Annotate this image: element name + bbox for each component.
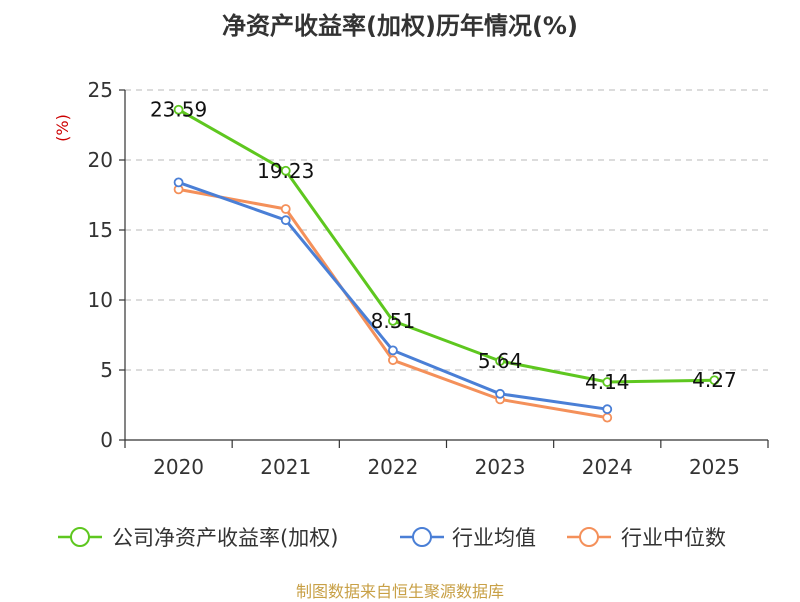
data-label: 4.14	[585, 370, 630, 394]
legend-circle-marker	[412, 527, 432, 547]
data-point	[280, 165, 291, 176]
data-point	[280, 204, 291, 214]
data-point	[388, 315, 398, 326]
data-label-layer: 23.59 19.23 8.51 5.64 4.14 4.27	[150, 98, 737, 394]
chart-title: 净资产收益率(加权)历年情况(%)	[222, 12, 578, 40]
legend-item[interactable]: 行业中位数	[567, 526, 726, 550]
x-tick-label: 2024	[582, 455, 633, 479]
y-tick-label: 5	[100, 358, 113, 382]
x-tick-label: 2021	[260, 455, 311, 479]
grid-layer	[125, 89, 768, 371]
data-point	[388, 355, 398, 366]
series-layer	[173, 104, 720, 423]
legend-circle-marker	[70, 527, 90, 547]
data-label: 4.27	[692, 368, 737, 392]
y-tick-label: 10	[88, 288, 113, 312]
data-point	[709, 375, 720, 386]
legend-label: 行业均值	[452, 526, 536, 550]
data-point	[602, 377, 613, 387]
data-point	[602, 404, 613, 415]
data-point	[280, 215, 291, 226]
x-tick-label: 2022	[367, 455, 418, 479]
data-label: 5.64	[478, 349, 523, 373]
x-tick-label: 2023	[475, 455, 526, 479]
legend-circle-marker	[579, 527, 599, 547]
source-note: 制图数据来自恒生聚源数据库	[295, 582, 504, 601]
data-label: 8.51	[371, 309, 416, 333]
series-line-0	[177, 108, 715, 384]
data-point	[495, 356, 505, 366]
y-tick-label: 0	[100, 428, 113, 452]
legend-label: 行业中位数	[621, 526, 726, 550]
legend[interactable]: 公司净资产收益率(加权) 行业均值 行业中位数	[58, 526, 726, 550]
data-point	[495, 388, 505, 399]
data-point	[388, 345, 398, 356]
series-line-2	[178, 187, 608, 420]
x-tick-label: 2025	[689, 455, 740, 479]
y-axis-unit-label: (%)	[53, 114, 72, 142]
x-tick-label: 2020	[153, 455, 204, 479]
legend-item[interactable]: 公司净资产收益率(加权)	[58, 526, 338, 550]
series-line-1	[178, 180, 608, 411]
y-tick-label: 25	[88, 78, 113, 102]
data-point	[173, 104, 184, 115]
y-tick-label: 20	[88, 148, 113, 172]
y-tick-label: 15	[88, 218, 113, 242]
legend-label: 公司净资产收益率(加权)	[112, 526, 338, 550]
data-point	[173, 177, 184, 188]
data-point	[602, 412, 613, 423]
data-label: 23.59	[150, 98, 207, 122]
legend-item[interactable]: 行业均值	[400, 526, 536, 550]
data-label: 19.23	[257, 159, 314, 183]
